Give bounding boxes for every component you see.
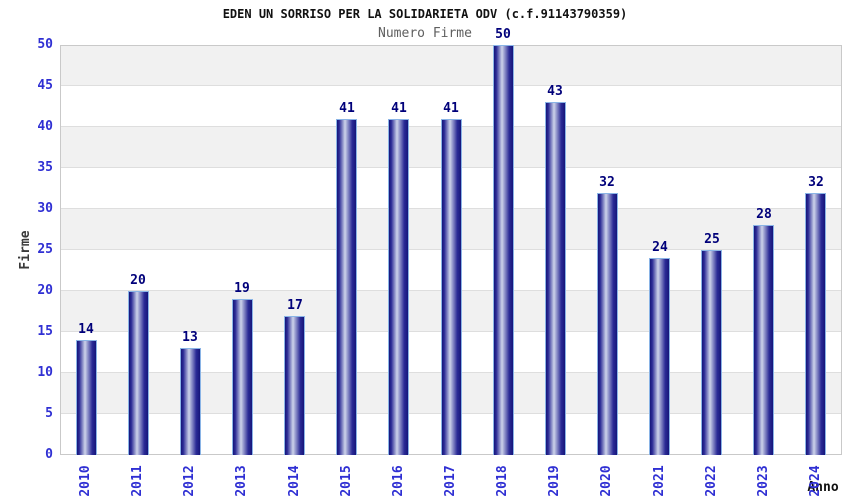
bar-value-2021: 24 <box>652 240 668 255</box>
bar-2014 <box>284 316 305 455</box>
y-tick-label-25: 25 <box>37 242 53 257</box>
x-tick-label-2019: 2019 <box>547 465 562 497</box>
bar-value-2014: 17 <box>287 298 303 313</box>
bar-2013 <box>232 299 253 455</box>
x-tick-label-2021: 2021 <box>652 465 667 497</box>
y-tick-label-15: 15 <box>37 324 53 339</box>
bar-2019 <box>545 102 566 455</box>
x-tick-label-2017: 2017 <box>443 465 458 497</box>
x-tick-label-2011: 2011 <box>130 465 145 497</box>
bar-value-2013: 19 <box>234 281 250 296</box>
bar-value-2020: 32 <box>599 175 615 190</box>
bar-2023 <box>753 225 774 455</box>
bar-2015 <box>336 119 357 455</box>
x-tick-label-2018: 2018 <box>495 465 510 497</box>
bar-value-2017: 41 <box>443 101 459 116</box>
y-tick-label-30: 30 <box>37 201 53 216</box>
y-tick-label-35: 35 <box>37 160 53 175</box>
y-tick-label-45: 45 <box>37 78 53 93</box>
bar-value-2015: 41 <box>339 101 355 116</box>
bar-value-2018: 50 <box>495 27 511 42</box>
bar-2012 <box>180 348 201 455</box>
bar-2024 <box>805 193 826 455</box>
bar-value-2011: 20 <box>130 273 146 288</box>
bar-value-2023: 28 <box>756 207 772 222</box>
x-tick-label-2022: 2022 <box>704 465 719 497</box>
bar-2018 <box>493 45 514 455</box>
y-tick-label-40: 40 <box>37 119 53 134</box>
bar-value-2022: 25 <box>704 232 720 247</box>
x-tick-label-2015: 2015 <box>339 465 354 497</box>
bar-value-2016: 41 <box>391 101 407 116</box>
y-tick-label-5: 5 <box>45 406 53 421</box>
chart-title: EDEN UN SORRISO PER LA SOLIDARIETA ODV (… <box>222 7 628 21</box>
y-tick-label-20: 20 <box>37 283 53 298</box>
x-tick-label-2010: 2010 <box>78 465 93 497</box>
y-tick-label-10: 10 <box>37 365 53 380</box>
bar-value-2019: 43 <box>547 84 563 99</box>
x-tick-label-2016: 2016 <box>391 465 406 497</box>
x-tick-label-2012: 2012 <box>182 465 197 497</box>
bar-2011 <box>128 291 149 455</box>
x-tick-label-2014: 2014 <box>287 465 302 497</box>
y-tick-label-50: 50 <box>37 37 53 52</box>
chart-subtitle: Numero Firme <box>378 26 472 41</box>
bar-value-2010: 14 <box>78 322 94 337</box>
bar-2021 <box>649 258 670 455</box>
bar-value-2012: 13 <box>182 330 198 345</box>
bar-2022 <box>701 250 722 455</box>
x-axis-title: Anno <box>807 480 839 495</box>
bar-2020 <box>597 193 618 455</box>
bar-2016 <box>388 119 409 455</box>
bar-value-2024: 32 <box>808 175 824 190</box>
y-tick-label-0: 0 <box>45 447 53 462</box>
x-tick-label-2013: 2013 <box>234 465 249 497</box>
bar-2010 <box>76 340 97 455</box>
x-tick-label-2023: 2023 <box>756 465 771 497</box>
x-tick-label-2020: 2020 <box>599 465 614 497</box>
x-tick-label-2024: 2024 <box>808 465 823 497</box>
bar-2017 <box>441 119 462 455</box>
